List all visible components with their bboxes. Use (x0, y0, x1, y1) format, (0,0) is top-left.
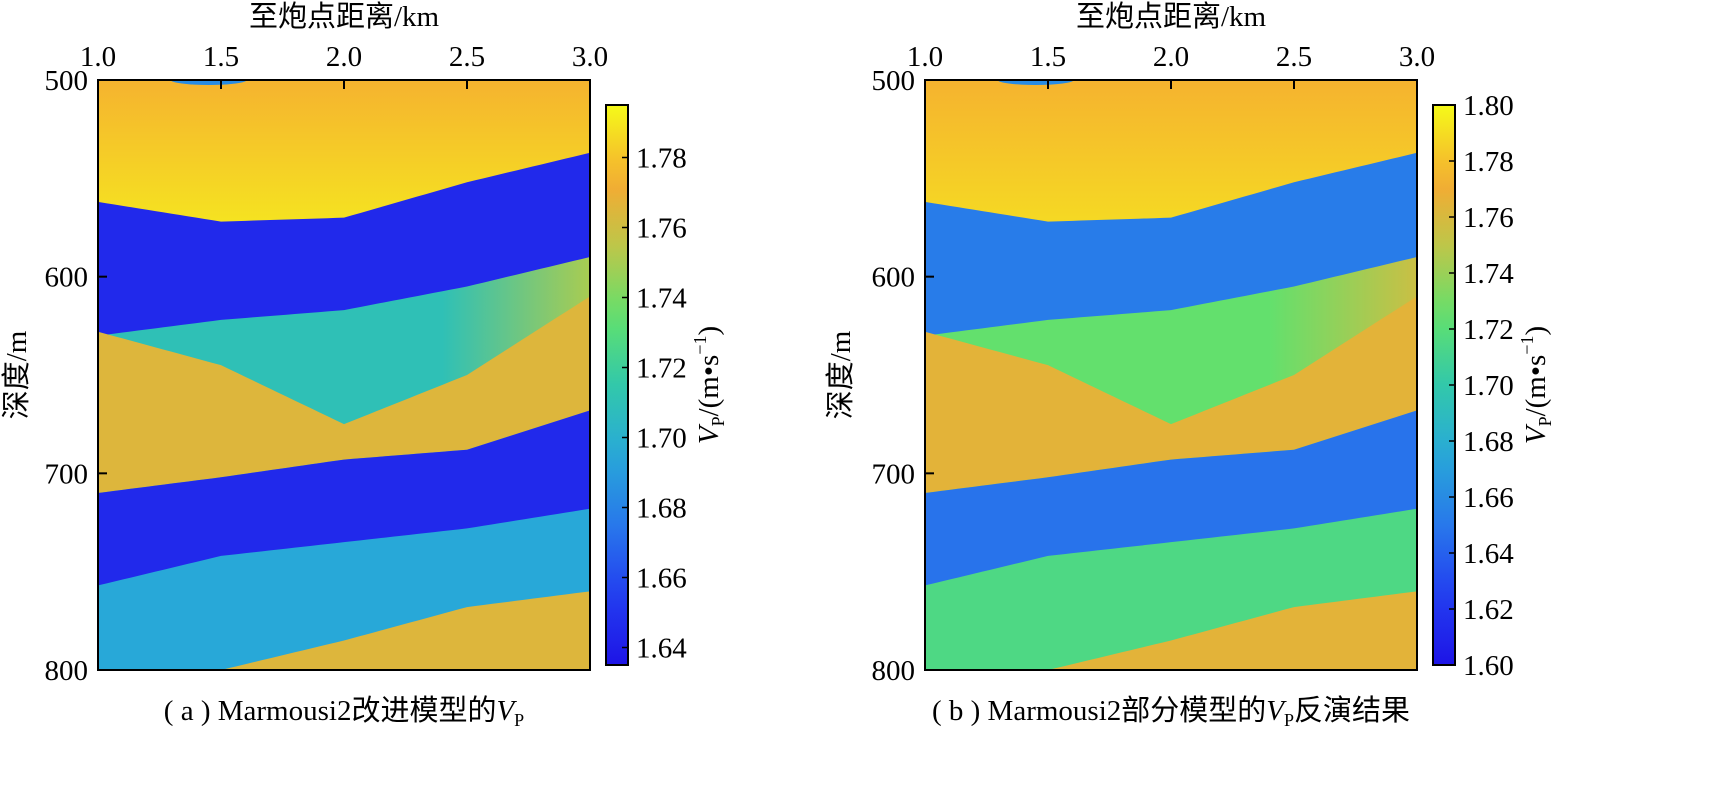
colorbar-label: VP/(m•s−1) (690, 326, 728, 444)
colorbar-tick-label: 1.60 (1463, 650, 1514, 682)
y-tick-label: 500 (872, 65, 916, 97)
x-tick-label: 1.0 (80, 41, 116, 73)
panel-caption: ( a ) Marmousi2改进模型的VP (164, 694, 524, 730)
colorbar (605, 104, 629, 666)
y-tick-label: 700 (872, 458, 916, 490)
colorbar-tick-label: 1.70 (1463, 370, 1514, 402)
colorbar-tick-label: 1.72 (636, 353, 687, 385)
colorbar-tick-label: 1.70 (636, 423, 687, 455)
x-tick-label: 2.5 (1276, 41, 1312, 73)
chart-panel-a: 1.0 1.5 2.0 2.5 3.0 500 600 700 800 至炮点距离/km 深度/m 1… (0, 0, 728, 730)
colorbar-tick-label: 1.64 (1463, 538, 1514, 570)
velocity-layer (98, 296, 590, 493)
velocity-field (98, 80, 590, 670)
colorbar-tick-label: 1.74 (1463, 258, 1514, 290)
x-tick-label: 3.0 (1399, 41, 1435, 73)
y-tick-label: 500 (45, 65, 89, 97)
velocity-layer (1048, 591, 1417, 670)
x-tick-label: 1.5 (1030, 41, 1066, 73)
x-tick-label: 3.0 (572, 41, 608, 73)
x-tick-label: 2.0 (1153, 41, 1189, 73)
velocity-layer (221, 591, 590, 670)
y-tick-label: 600 (872, 262, 916, 294)
colorbar-tick-label: 1.78 (636, 143, 687, 175)
panel-caption: ( b ) Marmousi2部分模型的VP反演结果 (932, 694, 1410, 730)
colorbar-tick-label: 1.64 (636, 633, 687, 665)
velocity-field (925, 80, 1417, 670)
y-axis-label: 深度/m (0, 330, 33, 419)
colorbar-tick-label: 1.62 (1463, 594, 1514, 626)
y-tick-label: 800 (872, 655, 916, 687)
x-tick-label: 1.0 (907, 41, 943, 73)
colorbar-tick-label: 1.66 (1463, 482, 1514, 514)
x-tick-label: 1.5 (203, 41, 239, 73)
x-axis-label: 至炮点距离/km (1076, 0, 1267, 33)
velocity-layer (925, 296, 1417, 493)
colorbar-tick-label: 1.78 (1463, 146, 1514, 178)
chart-panel-b: 1.0 1.5 2.0 2.5 3.0 500 600 700 800 至炮点距离/km 深度/m 1… (824, 0, 1555, 730)
y-tick-label: 600 (45, 262, 89, 294)
colorbar-tick-label: 1.66 (636, 563, 687, 595)
colorbar-tick-label: 1.68 (636, 493, 687, 525)
y-tick-label: 700 (45, 458, 89, 490)
x-axis-label: 至炮点距离/km (249, 0, 440, 33)
velocity-layer (997, 80, 1074, 85)
colorbar-tick-label: 1.68 (1463, 426, 1514, 458)
y-axis-label: 深度/m (824, 330, 857, 419)
colorbar-label: VP/(m•s−1) (1517, 326, 1555, 444)
x-tick-label: 2.5 (449, 41, 485, 73)
colorbar-tick-label: 1.80 (1463, 90, 1514, 122)
colorbar-tick-label: 1.74 (636, 283, 687, 315)
y-tick-label: 800 (45, 655, 89, 687)
colorbar-tick-label: 1.76 (636, 213, 687, 245)
colorbar-tick-label: 1.72 (1463, 314, 1514, 346)
x-tick-label: 2.0 (326, 41, 362, 73)
velocity-layer (170, 80, 247, 85)
colorbar-tick-label: 1.76 (1463, 202, 1514, 234)
